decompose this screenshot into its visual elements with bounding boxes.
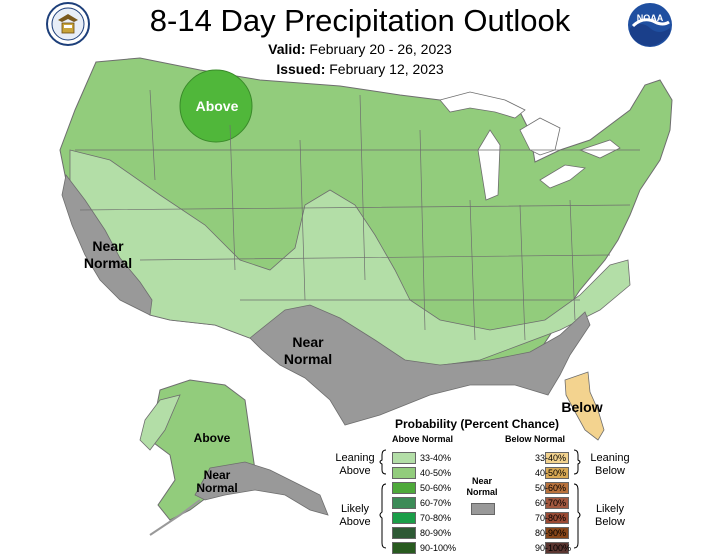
alaska-near-normal <box>194 461 329 516</box>
legend-leaning-below: Leaning Below <box>590 452 630 477</box>
label-alaska-above: Above <box>193 431 231 445</box>
legend-below-item-swatch <box>545 512 569 524</box>
commerce-seal-icon <box>46 2 90 46</box>
legend-above-header: Above Normal <box>392 434 454 444</box>
conus-below-florida <box>564 371 605 441</box>
label-above-north: Above <box>195 98 239 114</box>
legend-above-item-swatch <box>392 497 416 509</box>
legend-leaning-above: Leaning Above <box>335 452 375 477</box>
legend-above-item-swatch <box>392 452 416 464</box>
valid-dates: Valid: February 20 - 26, 2023 <box>0 41 720 57</box>
legend-above-item-label: 60-70% <box>420 498 452 508</box>
label-alaska-near-2: Normal <box>196 481 238 495</box>
legend-above-item-label: 70-80% <box>420 513 452 523</box>
noaa-logo-icon: NOAA <box>628 3 672 47</box>
legend-above-item-swatch <box>392 467 416 479</box>
legend-above-item-label: 40-50% <box>420 468 452 478</box>
legend-below-header: Below Normal <box>505 434 566 444</box>
legend-near-normal-label: Near Normal <box>466 476 498 497</box>
above-50-60-region <box>179 69 253 143</box>
state-borders <box>75 89 640 341</box>
issued-date: Issued: February 12, 2023 <box>0 61 720 77</box>
label-near-west-1: Near <box>92 238 124 254</box>
label-alaska-near-1: Near <box>203 468 231 482</box>
legend-above-item-label: 33-40% <box>420 453 452 463</box>
legend-likely-below: Likely Below <box>595 503 625 528</box>
legend-below-item-label: 70-80% <box>535 513 567 523</box>
legend-near-normal-swatch <box>471 503 495 515</box>
legend-below-item-swatch <box>545 542 569 554</box>
legend-above-item-swatch <box>392 512 416 524</box>
conus-above-33-40 <box>69 149 631 369</box>
legend-below-item-swatch <box>545 527 569 539</box>
legend-below-item-swatch <box>545 452 569 464</box>
legend-below-item-swatch <box>545 482 569 494</box>
valid-label: Valid: <box>268 41 306 57</box>
label-near-south-2: Normal <box>283 351 333 367</box>
legend-title: Probability (Percent Chance) <box>395 417 560 431</box>
legend-below-item-swatch <box>545 467 569 479</box>
label-near-south-1: Near <box>292 334 324 350</box>
legend-below-item-swatch <box>545 497 569 509</box>
legend-below-item-label: 80-90% <box>535 528 567 538</box>
legend-above-item-swatch <box>392 527 416 539</box>
legend-likely-above: Likely Above <box>339 503 371 528</box>
valid-value: February 20 - 26, 2023 <box>309 41 452 57</box>
legend-above-item-label: 80-90% <box>420 528 452 538</box>
legend-below-item-label: 90-100% <box>535 543 572 553</box>
map-title: 8-14 Day Precipitation Outlook <box>149 3 571 38</box>
issued-label: Issued: <box>276 61 326 77</box>
label-near-west-2: Normal <box>83 255 133 271</box>
legend-above-item-swatch <box>392 482 416 494</box>
alaska-above-33-40 <box>139 394 181 451</box>
legend-below-item-label: 40-50% <box>535 468 567 478</box>
label-below: Below <box>561 399 603 415</box>
legend-above-item-swatch <box>392 542 416 554</box>
conus-near-normal-south <box>249 304 591 426</box>
legend-above-item-label: 90-100% <box>420 543 457 553</box>
issued-value: February 12, 2023 <box>329 61 444 77</box>
alaska-aleutians <box>149 499 201 536</box>
legend-below-item-label: 50-60% <box>535 483 567 493</box>
legend-below-item-label: 60-70% <box>535 498 567 508</box>
legend-below-item-label: 33-40% <box>535 453 567 463</box>
noaa-logo-text: NOAA <box>637 13 664 23</box>
legend-above-item-label: 50-60% <box>420 483 452 493</box>
